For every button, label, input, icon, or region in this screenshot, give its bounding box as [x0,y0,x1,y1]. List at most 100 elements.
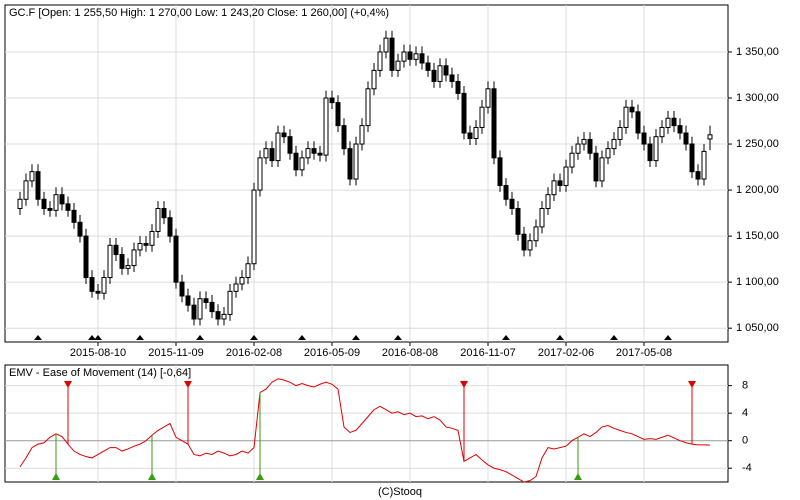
candle-body [227,290,233,315]
candle-body [377,51,383,71]
candle-body [431,69,437,82]
candle-body [677,125,683,134]
candle-body [455,80,461,94]
signal-marker [502,335,510,340]
candle-body [59,194,65,205]
y-tick-label: 1 050,00 [736,322,779,334]
candle-body [605,148,611,159]
candle-body [359,125,365,145]
candle-body [575,143,581,154]
candle-body [695,171,701,180]
candle-body [389,37,395,71]
candle-body [545,194,551,209]
signal-marker [196,335,204,340]
candle-body [167,217,173,237]
candle-body [323,97,329,156]
candle-body [599,157,605,182]
candle-body [41,198,47,209]
candle-body [521,233,527,251]
candle-body [479,106,485,128]
signal-marker [664,335,672,340]
candle-body [515,207,521,235]
candle-body [305,148,311,159]
candle-body [89,277,95,292]
candle-body [569,152,575,168]
signal-marker [298,335,306,340]
candle-body [449,74,455,82]
candle-body [293,152,299,171]
candle-body [29,171,35,182]
candle-body [239,277,245,285]
candle-body [119,254,125,269]
footer: (C)Stooq [378,486,422,498]
sell-signal [460,381,468,388]
candle-body [311,148,317,154]
signal-marker [556,335,564,340]
candle-body [425,62,431,71]
x-tick-label: 2016-05-09 [304,347,360,359]
y-tick-label: -4 [742,462,752,474]
candle-body [401,51,407,62]
candle-body [551,180,557,196]
candle-body [317,152,323,156]
candle-body [221,313,227,320]
candle-body [17,198,23,209]
y-tick-label: 4 [742,407,748,419]
candle-body [155,207,161,233]
signal-marker [352,335,360,340]
candle-body [665,117,671,128]
candle-body [275,132,281,162]
candle-body [347,148,353,180]
candle-body [443,65,449,76]
x-tick-label: 2017-05-08 [616,347,672,359]
x-tick-label: 2016-02-08 [226,347,282,359]
signal-marker [34,335,42,340]
candle-body [659,126,665,138]
candle-body [179,281,185,297]
candle-body [335,102,341,127]
candle-body [257,157,263,191]
candle-body [371,69,377,90]
candle-body [101,277,107,294]
candle-body [191,304,197,320]
candle-body [461,92,467,134]
candle-body [437,65,443,82]
x-tick-label: 2016-11-07 [460,347,515,359]
candle-body [185,295,191,306]
candle-body [707,134,713,140]
candle-body [245,263,251,279]
candle-body [689,143,695,173]
sell-signal [64,381,72,388]
candle-body [581,138,587,145]
panel-title: GC.F [Open: 1 255,50 High: 1 270,00 Low:… [9,7,389,19]
x-tick-label: 2016-08-08 [382,347,438,359]
candle-body [509,198,515,209]
signal-marker [610,335,618,340]
candle-body [83,235,89,279]
buy-signal [52,473,60,480]
candle-body [497,157,503,186]
candle-body [647,143,653,162]
candle-body [53,194,59,211]
sell-signal [688,381,696,388]
candle-body [365,88,371,127]
buy-signal [148,473,156,480]
candle-body [641,132,647,145]
candle-body [329,97,335,104]
signal-marker [94,335,102,340]
candle-body [71,209,77,223]
panel-title: EMV - Ease of Movement (14) [-0,64] [9,367,191,379]
candle-body [407,51,413,60]
y-tick-label: 1 350,00 [736,46,779,58]
candle-body [35,171,41,200]
y-tick-label: 8 [742,380,748,392]
panel [4,4,729,343]
x-tick-label: 2015-11-09 [148,347,203,359]
candle-body [143,242,149,246]
candle-body [149,231,155,246]
y-tick-label: 1 200,00 [736,184,779,196]
candle-body [617,126,623,140]
candle-body [131,249,137,267]
y-tick-label: 1 300,00 [736,92,779,104]
candle-body [197,298,203,320]
